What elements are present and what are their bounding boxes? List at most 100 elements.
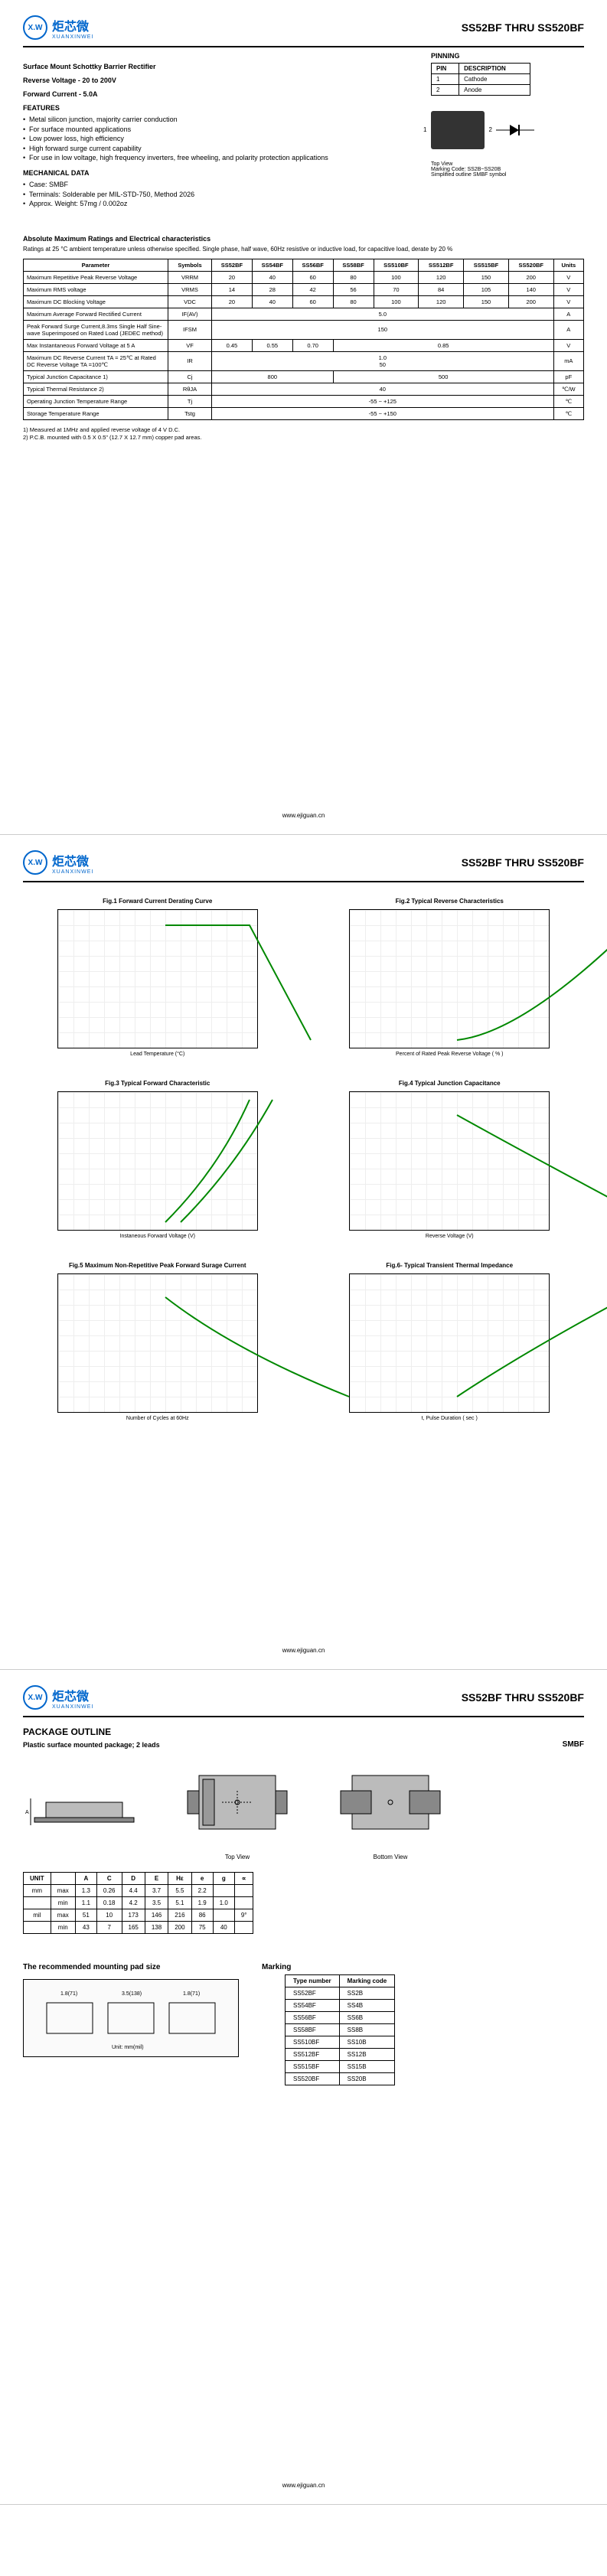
company-sub: XUANXINWEI <box>52 869 93 875</box>
param-name: Maximum DC Reverse Current TA = 25℃ at R… <box>24 351 168 370</box>
pin-cell: 1 <box>432 74 459 85</box>
chart: Fig.3 Typical Forward CharacteristicInst… <box>23 1080 292 1239</box>
pkg-sub: Plastic surface mounted package; 2 leads <box>23 1741 160 1749</box>
dim-cell <box>24 1922 51 1934</box>
mark-cell: SS4B <box>339 2000 395 2012</box>
col-header: SS58BF <box>333 259 374 271</box>
page-3: X.W 炬芯微XUANXINWEI SS52BF THRU SS520BF PA… <box>0 1670 607 2505</box>
dim-cell: 7 <box>96 1922 122 1934</box>
abs-note: Ratings at 25 °C ambient temperature unl… <box>23 246 584 253</box>
dim-cell: 0.26 <box>96 1885 122 1897</box>
mark-cell: SS58BF <box>286 2024 340 2036</box>
val: 100 <box>374 295 419 308</box>
symbol: RθJA <box>168 383 212 395</box>
val: 0.45 <box>212 339 253 351</box>
val: 120 <box>419 295 464 308</box>
dim-cell: 216 <box>168 1909 191 1922</box>
dim-cell: 0.18 <box>96 1897 122 1909</box>
param-name: Max Instantaneous Forward Voltage at 5 A <box>24 339 168 351</box>
mech: Approx. Weight: 57mg / 0.002oz <box>23 199 584 209</box>
abs-h: Absolute Maximum Ratings and Electrical … <box>23 235 584 243</box>
pin-cell: 2 <box>432 85 459 96</box>
dim-h: E <box>145 1873 168 1885</box>
dim-cell: 4.4 <box>122 1885 145 1897</box>
mark-cell: SS512BF <box>286 2049 340 2061</box>
col-header: SS510BF <box>374 259 419 271</box>
bottom-view-drawing <box>329 1760 452 1852</box>
pin-cell: Cathode <box>459 74 530 85</box>
unit: A <box>553 308 583 320</box>
chart: Fig.1 Forward Current Derating CurveLead… <box>23 898 292 1057</box>
company-sub: XUANXINWEI <box>52 34 93 40</box>
dim-cell <box>234 1885 253 1897</box>
dim-cell: 5.5 <box>168 1885 191 1897</box>
symbol: Tstg <box>168 407 212 419</box>
col-header: SS520BF <box>508 259 553 271</box>
svg-text:A: A <box>25 1810 29 1815</box>
page-2: X.W 炬芯微XUANXINWEI SS52BF THRU SS520BF Fi… <box>0 835 607 1670</box>
col-header: Units <box>553 259 583 271</box>
val: 150 <box>212 320 554 339</box>
symbol: IR <box>168 351 212 370</box>
logo: X.W 炬芯微XUANXINWEI <box>23 850 93 875</box>
unit: V <box>553 295 583 308</box>
col-header: Parameter <box>24 259 168 271</box>
dim-cell: 5.1 <box>168 1897 191 1909</box>
mark-cell: SS54BF <box>286 2000 340 2012</box>
symbol: VRMS <box>168 283 212 295</box>
symbol: VF <box>168 339 212 351</box>
unit: mA <box>553 351 583 370</box>
dim-cell: 165 <box>122 1922 145 1934</box>
val: 80 <box>333 295 374 308</box>
col-header: SS56BF <box>292 259 333 271</box>
col-header: SS515BF <box>464 259 509 271</box>
param-name: Operating Junction Temperature Range <box>24 395 168 407</box>
dim-cell: 43 <box>75 1922 96 1934</box>
val: 120 <box>419 271 464 283</box>
note: Top View <box>431 161 584 167</box>
company-sub: XUANXINWEI <box>52 1704 93 1710</box>
dim-h: UNIT <box>24 1873 51 1885</box>
param-name: Maximum Average Forward Rectified Curren… <box>24 308 168 320</box>
dim-cell: 1.3 <box>75 1885 96 1897</box>
pkg-type: SMBF <box>563 1740 584 1749</box>
pin-table: PINDESCRIPTION 1Cathode 2Anode <box>431 63 530 96</box>
val: 56 <box>333 283 374 295</box>
dim-cell: 146 <box>145 1909 168 1922</box>
val: 60 <box>292 295 333 308</box>
logo: X.W 炬芯微 XUANXINWEI <box>23 15 93 40</box>
xlabel: Number of Cycles at 60Hz <box>23 1416 292 1421</box>
ratings-table: ParameterSymbolsSS52BFSS54BFSS56BFSS58BF… <box>23 259 584 420</box>
val: 200 <box>508 271 553 283</box>
unit: V <box>553 339 583 351</box>
mech-list: Case: SMBF Terminals: Solderable per MIL… <box>23 180 584 209</box>
pkg-note: Top View Marking Code: SS2B~SS20B Simpli… <box>431 161 584 178</box>
val: 5.0 <box>212 308 554 320</box>
chart-plot <box>57 1091 258 1231</box>
val: 1.050 <box>212 351 554 370</box>
page-1: X.W 炬芯微 XUANXINWEI SS52BF THRU SS520BF S… <box>0 0 607 835</box>
bottom-section: The recommended mounting pad size 1.8(71… <box>23 1957 584 2085</box>
col-header: Symbols <box>168 259 212 271</box>
mark-cell: SS12B <box>339 2049 395 2061</box>
symbol: IF(AV) <box>168 308 212 320</box>
chart: Fig.6- Typical Transient Thermal Impedan… <box>315 1262 585 1421</box>
dim-cell: 1.1 <box>75 1897 96 1909</box>
dim-h: g <box>213 1873 234 1885</box>
param-name: Maximum DC Blocking Voltage <box>24 295 168 308</box>
dim-cell: 173 <box>122 1909 145 1922</box>
header: X.W 炬芯微XUANXINWEI SS52BF THRU SS520BF <box>23 1685 584 1717</box>
logo: X.W 炬芯微XUANXINWEI <box>23 1685 93 1710</box>
chart: Fig.4 Typical Junction CapacitanceRevers… <box>315 1080 585 1239</box>
col-header: SS512BF <box>419 259 464 271</box>
val: 80 <box>333 271 374 283</box>
mount-pad-drawing: 1.8(71)3.5(138)1.8(71)Unit: mm(mil) <box>23 1979 239 2057</box>
param-name: Maximum RMS voltage <box>24 283 168 295</box>
mark-cell: SS6B <box>339 2012 395 2024</box>
footnotes: 1) Measured at 1MHz and applied reverse … <box>23 426 584 442</box>
mark-cell: SS20B <box>339 2073 395 2085</box>
val: 42 <box>292 283 333 295</box>
dim-cell: 10 <box>96 1909 122 1922</box>
package-icon <box>431 111 485 149</box>
chart: Fig.5 Maximum Non-Repetitive Peak Forwar… <box>23 1262 292 1421</box>
